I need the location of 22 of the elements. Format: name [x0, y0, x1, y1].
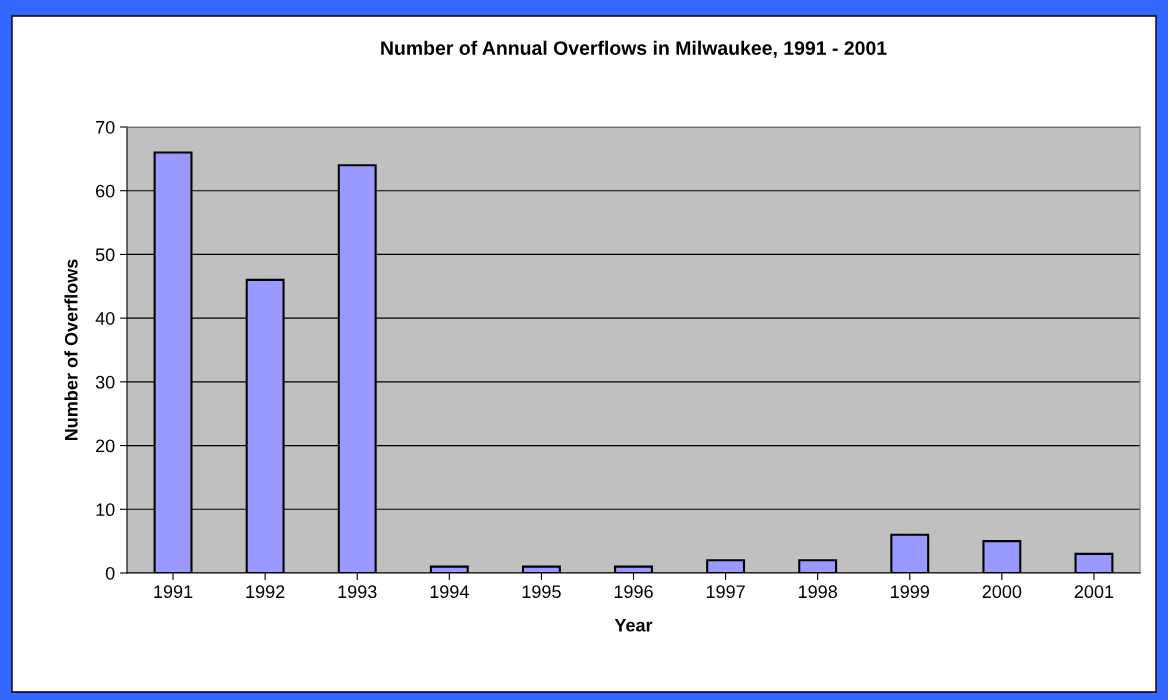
y-tick-label: 30 [95, 375, 115, 389]
x-tick-label: 2001 [1074, 585, 1114, 599]
y-tick-label: 0 [105, 566, 115, 580]
y-tick-label: 60 [96, 184, 115, 198]
y-tick-label: 20 [96, 439, 115, 453]
x-axis-title: Year [614, 618, 653, 632]
x-tick-label: 1991 [154, 585, 193, 599]
y-tick-label: 50 [95, 248, 115, 262]
y-tick-label: 70 [96, 120, 115, 134]
chart-title: Number of Annual Overflows in Milwaukee, 1991 - 2001 [381, 40, 887, 58]
x-tick-label: 1996 [614, 585, 653, 599]
x-tick-label: 1998 [798, 585, 837, 599]
y-tick-label: 40 [95, 312, 115, 325]
x-tick-label: 2000 [982, 585, 1022, 599]
y-tick-label: 10 [96, 503, 115, 517]
y-axis-title: Number of Overflows [64, 259, 78, 441]
x-tick-label: 1997 [706, 585, 745, 599]
x-tick-label: 1995 [522, 585, 561, 599]
x-tick-label: 1992 [246, 585, 285, 599]
x-tick-label: 1993 [338, 585, 377, 599]
x-tick-label: 1994 [430, 585, 469, 599]
x-tick-label: 1999 [891, 585, 929, 599]
